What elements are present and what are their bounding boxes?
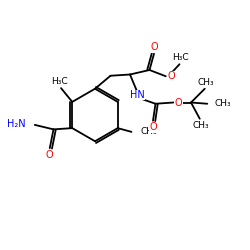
Text: H₂N: H₂N	[8, 119, 26, 128]
Text: O: O	[46, 150, 54, 160]
Text: O: O	[149, 122, 157, 132]
Text: O: O	[175, 98, 182, 108]
Text: CH₃: CH₃	[192, 121, 209, 130]
Text: O: O	[168, 71, 175, 81]
Text: O: O	[150, 42, 158, 52]
Text: CH₃: CH₃	[215, 99, 232, 108]
Text: HN: HN	[130, 90, 145, 100]
Text: CH₃: CH₃	[140, 128, 157, 136]
Text: H₃C: H₃C	[52, 76, 68, 86]
Text: CH₃: CH₃	[198, 78, 214, 87]
Text: H₃C: H₃C	[172, 53, 188, 62]
